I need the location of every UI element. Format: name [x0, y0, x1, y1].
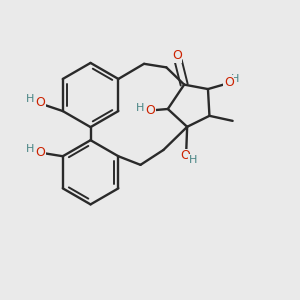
- Text: O: O: [172, 49, 182, 62]
- Text: O: O: [180, 149, 190, 162]
- Text: H: H: [135, 103, 144, 113]
- Text: O: O: [224, 76, 234, 89]
- Text: H: H: [230, 74, 239, 84]
- Text: H: H: [26, 94, 34, 104]
- Text: O: O: [146, 104, 155, 117]
- Text: H: H: [189, 154, 197, 164]
- Text: O: O: [36, 146, 46, 159]
- Text: O: O: [36, 96, 46, 109]
- Text: H: H: [26, 143, 34, 154]
